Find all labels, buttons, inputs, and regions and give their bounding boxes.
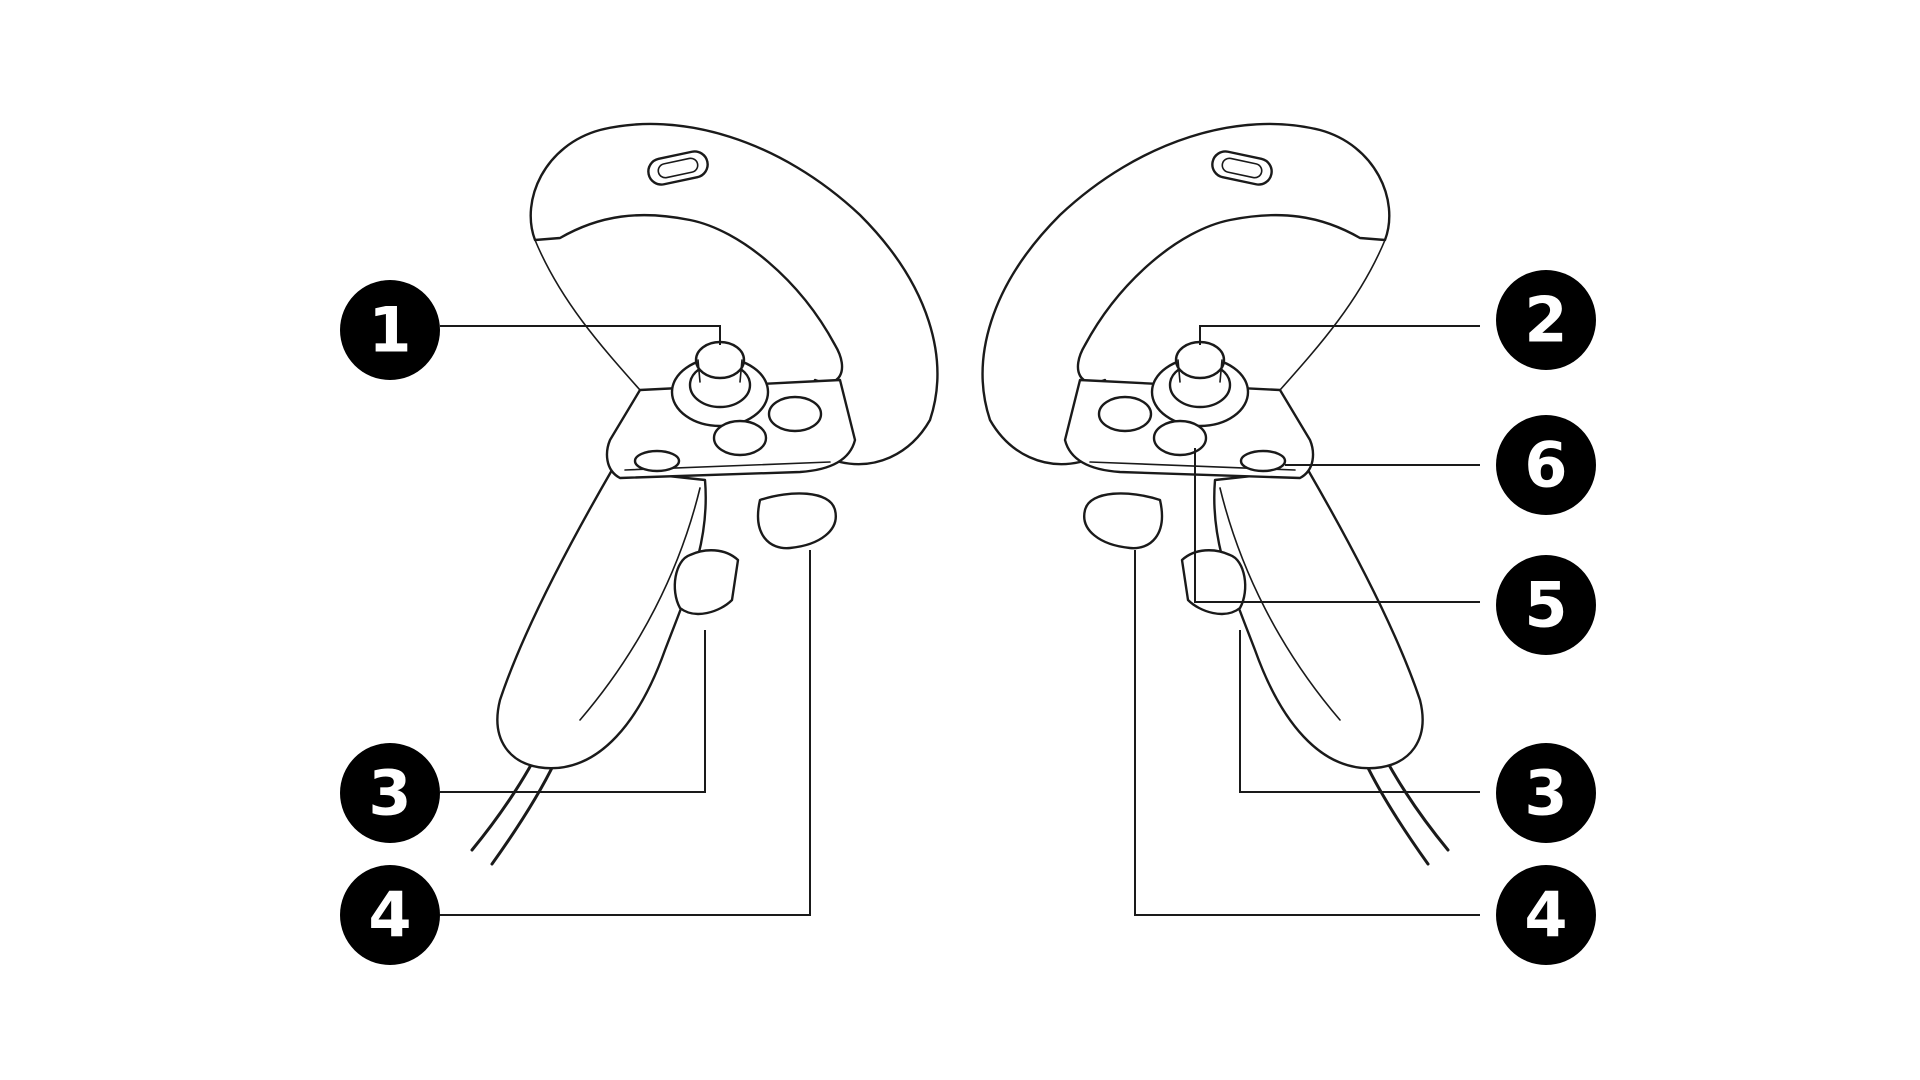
callout-badge-right-4: 4 <box>1496 865 1596 965</box>
right-controller-grip <box>1213 468 1424 770</box>
left-ring-inner-edge <box>534 239 641 391</box>
callout-badge-left-3: 3 <box>340 743 440 843</box>
callout-badge-left-1: 1 <box>340 280 440 380</box>
leader-right-3 <box>1239 630 1480 793</box>
left-controller <box>470 122 939 866</box>
left-controller-grip <box>496 468 707 770</box>
callout-right-4-label: 4 <box>1524 879 1567 952</box>
left-button-x <box>712 419 768 457</box>
left-grip-button <box>673 549 740 616</box>
right-button-a <box>1152 419 1208 457</box>
left-menu-button <box>633 449 681 473</box>
right-controller-grip-seam <box>1219 487 1341 721</box>
callout-right-5-label: 5 <box>1524 569 1567 642</box>
left-controller-grip-seam <box>579 487 701 721</box>
leader-left-3 <box>440 630 706 793</box>
callout-left-1-label: 1 <box>368 294 411 367</box>
callout-left-3-label: 3 <box>368 757 411 830</box>
right-ring-logo <box>1211 150 1273 186</box>
callout-badge-right-6: 6 <box>1496 415 1596 515</box>
right-thumbstick-cap <box>1174 340 1226 380</box>
leader-left-4 <box>440 550 811 916</box>
callout-badge-right-5: 5 <box>1496 555 1596 655</box>
left-thumbstick-cap <box>694 340 746 380</box>
right-trigger <box>1083 492 1163 550</box>
callout-left-4-label: 4 <box>368 879 411 952</box>
right-button-b <box>1097 395 1153 433</box>
leader-left-1 <box>440 325 721 345</box>
callout-badge-right-2: 2 <box>1496 270 1596 370</box>
leader-right-4 <box>1134 550 1480 916</box>
left-button-y <box>767 395 823 433</box>
callout-badge-right-3: 3 <box>1496 743 1596 843</box>
callout-right-3-label: 3 <box>1524 757 1567 830</box>
left-trigger <box>757 492 837 550</box>
right-controller <box>981 122 1450 866</box>
leader-right-2 <box>1199 325 1480 345</box>
left-ring-logo <box>647 150 709 186</box>
leader-lines <box>440 325 1480 916</box>
callout-right-6-label: 6 <box>1524 429 1567 502</box>
callout-badge-left-4: 4 <box>340 865 440 965</box>
right-ring-inner-edge <box>1279 239 1386 391</box>
right-grip-button <box>1180 549 1247 616</box>
leader-right-5 <box>1194 448 1480 603</box>
right-oculus-button <box>1239 449 1287 473</box>
callout-right-2-label: 2 <box>1524 284 1567 357</box>
